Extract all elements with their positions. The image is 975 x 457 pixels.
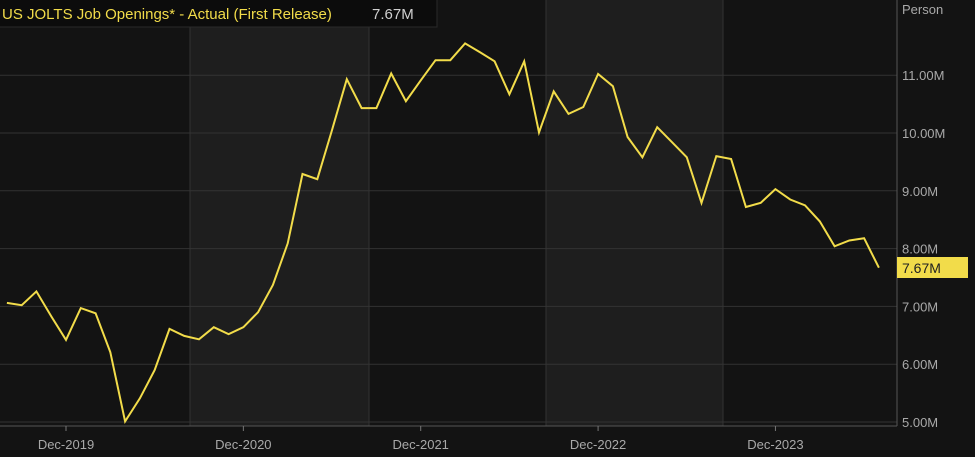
series-line — [6, 42, 880, 424]
x-tick-label: Dec-2019 — [38, 437, 94, 452]
y-tick-label: 8.00M — [902, 242, 938, 257]
y-axis-unit-label: Person — [902, 2, 943, 17]
last-value-box — [897, 257, 968, 278]
last-value-text: 7.67M — [902, 260, 941, 276]
y-tick-label: 7.00M — [902, 299, 938, 314]
alternate-year-band — [546, 0, 723, 426]
legend-last-value: 7.67M — [372, 6, 414, 23]
x-tick-label: Dec-2023 — [747, 437, 803, 452]
x-tick-label: Dec-2022 — [570, 437, 626, 452]
y-tick-label: 6.00M — [902, 357, 938, 372]
legend: US JOLTS Job Openings* - Actual (First R… — [0, 0, 438, 28]
x-tick-label: Dec-2020 — [215, 437, 271, 452]
y-tick-label: 11.00M — [902, 68, 944, 83]
legend-series-name: US JOLTS Job Openings* - Actual (First R… — [2, 6, 332, 23]
legend-box — [0, 0, 438, 28]
y-tick-label: 5.00M — [902, 415, 938, 430]
alternate-year-band — [190, 0, 369, 426]
y-tick-label: 10.00M — [902, 126, 945, 141]
last-value-marker: 7.67M — [897, 257, 968, 278]
y-tick-label: 9.00M — [902, 184, 938, 199]
x-tick-label: Dec-2021 — [393, 437, 449, 452]
